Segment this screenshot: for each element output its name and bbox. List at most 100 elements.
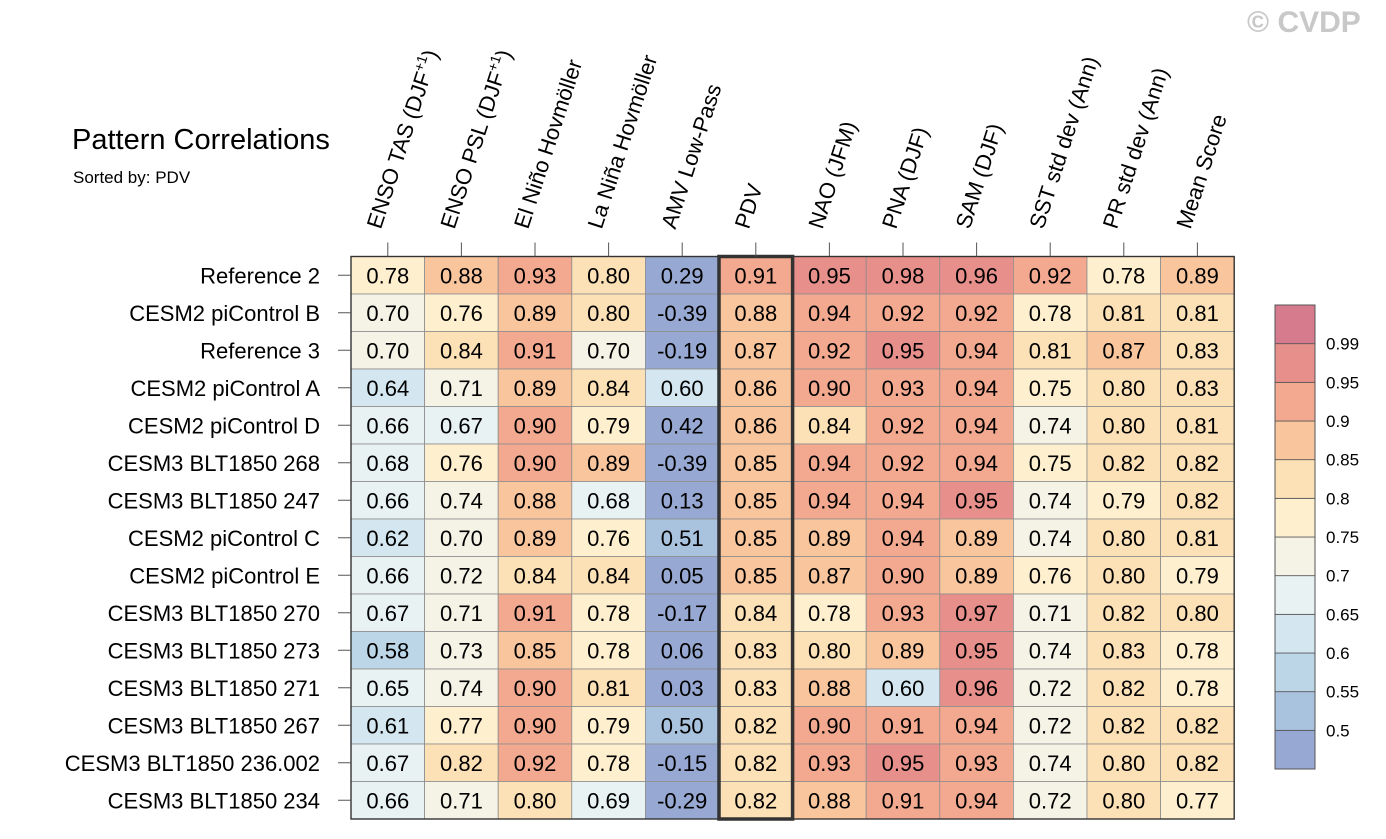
heatmap-cell [718, 443, 793, 482]
column-label: ENSO PSL (DJF+1) [433, 46, 516, 232]
cell-value: 0.66 [366, 413, 409, 438]
cell-value: 0.87 [734, 338, 777, 363]
chart-subtitle: Sorted by: PDV [73, 168, 191, 187]
cell-value: 0.88 [808, 788, 851, 813]
cell-value: 0.93 [955, 751, 998, 776]
heatmap-cell [718, 706, 793, 745]
cell-value: 0.78 [587, 601, 630, 626]
heatmap-cell [1013, 781, 1088, 820]
cell-value: 0.78 [808, 601, 851, 626]
cell-value: 0.80 [1102, 788, 1145, 813]
heatmap-cell [1086, 406, 1161, 445]
heatmap-cell [350, 556, 425, 595]
heatmap-cell [497, 668, 573, 707]
heatmap-cell [645, 556, 720, 595]
heatmap-cell [350, 293, 425, 332]
cell-value: 0.72 [1029, 676, 1072, 701]
heatmap-cell [939, 443, 1014, 482]
heatmap-cell [1086, 518, 1161, 557]
cell-value: 0.89 [955, 563, 998, 588]
colorbar-segment [1274, 459, 1316, 499]
cell-value: 0.84 [440, 338, 483, 363]
heatmap-cell [1013, 481, 1088, 520]
row-label: CESM3 BLT1850 273 [108, 638, 320, 663]
cell-value: 0.67 [440, 413, 483, 438]
heatmap-cell [792, 668, 867, 707]
heatmap-cell [1086, 481, 1161, 520]
heatmap-cell [939, 593, 1014, 632]
row-label: CESM3 BLT1850 236.002 [65, 751, 320, 776]
heatmap-cell [792, 706, 867, 745]
cell-value: 0.60 [882, 676, 925, 701]
heatmap-cell [424, 593, 499, 632]
heatmap-cell [939, 331, 1014, 370]
cell-value: 0.80 [1176, 601, 1219, 626]
cell-value: -0.15 [657, 751, 707, 776]
cell-value: 0.85 [734, 451, 777, 476]
heatmap-cell [939, 293, 1014, 332]
cell-value: 0.82 [440, 751, 483, 776]
heatmap-cell [571, 481, 646, 520]
cell-value: -0.39 [657, 451, 707, 476]
column-label: NAO (JFM) [803, 118, 861, 231]
colorbar-frame [1274, 304, 1316, 770]
colorbar-label: 0.8 [1326, 489, 1350, 508]
heatmap-cell [424, 256, 499, 295]
heatmap-cell [571, 331, 646, 370]
heatmap-cell [792, 631, 867, 670]
cell-value: 0.91 [514, 338, 557, 363]
heatmap-cell [424, 368, 499, 407]
cell-value: 0.80 [587, 263, 630, 288]
cell-value: 0.71 [440, 376, 483, 401]
heatmap-cell [1013, 443, 1088, 482]
cell-value: 0.94 [955, 788, 998, 813]
heatmap-cell [571, 781, 646, 820]
heatmap-cell [939, 706, 1014, 745]
heatmap-cell [939, 481, 1014, 520]
cell-value: 0.74 [1029, 526, 1072, 551]
heatmap-cell [1013, 331, 1088, 370]
heatmap-cell [1013, 556, 1088, 595]
cell-value: 0.03 [661, 676, 704, 701]
cell-value: 0.92 [882, 413, 925, 438]
cell-value: 0.72 [440, 563, 483, 588]
heatmap-cell [424, 481, 499, 520]
cell-value: 0.51 [661, 526, 704, 551]
cell-value: 0.88 [808, 676, 851, 701]
cell-value: 0.94 [882, 526, 925, 551]
cell-value: 0.84 [514, 563, 557, 588]
cell-value: 0.89 [514, 301, 557, 326]
cell-value: 0.80 [1102, 563, 1145, 588]
cell-value: 0.83 [1176, 376, 1219, 401]
cell-value: 0.89 [1176, 263, 1219, 288]
column-label: ENSO TAS (DJF+1) [360, 46, 443, 232]
heatmap-cell [1160, 668, 1235, 707]
heatmap-cell [350, 443, 425, 482]
heatmap-cell [1160, 556, 1235, 595]
cell-value: 0.86 [734, 376, 777, 401]
row-label: CESM2 piControl E [129, 563, 320, 588]
cell-value: 0.77 [440, 713, 483, 738]
colorbar-segment [1274, 575, 1316, 615]
cell-value: 0.89 [514, 526, 557, 551]
heatmap-cell [497, 593, 573, 632]
colorbar-segment [1274, 613, 1316, 654]
cell-value: 0.84 [734, 601, 777, 626]
heatmap-cell [865, 743, 941, 782]
heatmap-cell [1086, 593, 1161, 632]
column-label: El Niño Hovmöller [509, 56, 587, 231]
row-label: CESM2 piControl A [130, 376, 320, 401]
column-label: PNA (DJF) [877, 124, 933, 232]
cell-value: 0.73 [440, 638, 483, 663]
cell-value: 0.80 [1102, 413, 1145, 438]
heatmap-cell [497, 781, 573, 820]
cell-value: 0.88 [514, 488, 557, 513]
cell-value: 0.62 [366, 526, 409, 551]
cell-value: 0.58 [366, 638, 409, 663]
heatmap-cell [571, 406, 646, 445]
cell-value: 0.78 [366, 263, 409, 288]
colorbar-label: 0.6 [1326, 644, 1350, 663]
heatmap-cell [1086, 706, 1161, 745]
cell-value: 0.78 [1029, 301, 1072, 326]
